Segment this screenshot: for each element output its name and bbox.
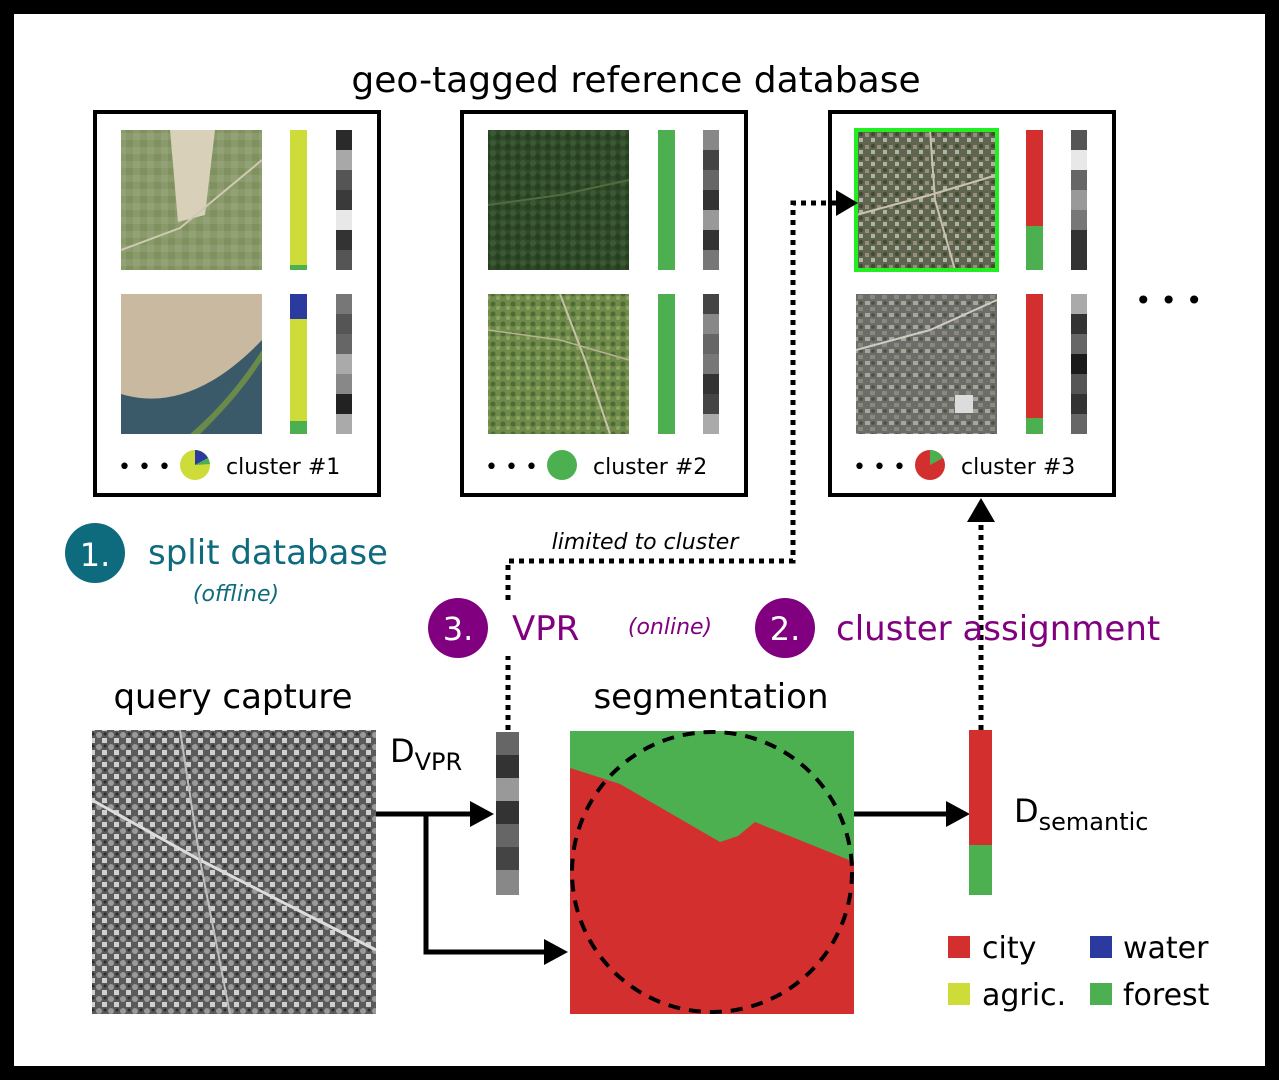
vpr-descriptor (336, 294, 352, 434)
reference-image-city-1-match (854, 128, 999, 272)
cluster-3-label: cluster #3 (961, 455, 1075, 480)
cluster-1-label: cluster #1 (226, 455, 340, 480)
segmentation-circle-mask (570, 730, 854, 1014)
more-items-dots: • • • (118, 455, 171, 480)
d-vpr-label: DVPR (390, 732, 462, 776)
match-highlight-frame (854, 128, 999, 272)
semantic-bar (1026, 130, 1043, 270)
step-3-vpr: 3. VPR (online) (428, 598, 712, 658)
reference-image-agric-2 (121, 294, 262, 434)
step-3-label: VPR (512, 609, 579, 649)
legend-forest-label: forest (1123, 978, 1210, 1013)
cluster-panel-1: • • • cluster #1 (93, 110, 381, 497)
semantic-bar (290, 294, 307, 434)
semantic-bar (1026, 294, 1043, 434)
vpr-descriptor (1071, 130, 1087, 270)
vpr-descriptor (336, 130, 352, 270)
cluster-3-pie-icon (915, 450, 945, 480)
limited-to-cluster-label: limited to cluster (552, 530, 741, 555)
cluster-2-label: cluster #2 (593, 455, 707, 480)
cluster-2-pie-icon (547, 450, 577, 480)
vpr-label-backdrop (488, 600, 524, 656)
d-vpr-subscript: VPR (415, 748, 463, 776)
legend-water-label: water (1123, 931, 1209, 966)
query-image (91, 729, 377, 1015)
step-3-badge (428, 598, 488, 658)
step-3-note: (online) (628, 615, 712, 640)
reference-image-city-2 (855, 294, 998, 434)
vpr-descriptor (703, 294, 719, 434)
step-2-label: cluster assignment (836, 609, 1160, 649)
d-vpr-main: D (390, 732, 415, 770)
d-semantic-main: D (1014, 792, 1039, 830)
step-2-cluster-assignment: 2. cluster assignment (755, 598, 1160, 658)
step-1-note: (offline) (193, 582, 279, 607)
d-semantic-label: Dsemantic (1014, 792, 1148, 836)
step-1-badge (65, 523, 125, 583)
semantic-bar (290, 130, 307, 270)
segmentation-map (570, 730, 854, 1014)
more-items-dots: • • • (485, 455, 538, 480)
legend-city-swatch (948, 936, 970, 958)
database-title: geo-tagged reference database (351, 60, 920, 101)
legend-agric-label: agric. (982, 978, 1066, 1013)
semantic-bar (658, 130, 675, 270)
more-clusters-ellipsis: • • • (1135, 284, 1202, 317)
vpr-search-arrowhead (836, 190, 858, 216)
step-1-split-database: 1. split database (offline) (65, 523, 388, 607)
query-vpr-descriptor (496, 732, 519, 895)
query-capture-label: query capture (113, 677, 352, 717)
d-semantic-subscript: semantic (1039, 808, 1149, 836)
cluster-panel-3: • • • cluster #3 (828, 110, 1116, 497)
step-3-number: 3. (443, 610, 474, 648)
legend-city-label: city (982, 931, 1036, 966)
more-items-dots: • • • (853, 455, 906, 480)
semantic-bar (658, 294, 675, 434)
legend-water-swatch (1090, 936, 1112, 958)
step-2-badge (755, 598, 815, 658)
legend-agric-swatch (948, 983, 970, 1005)
query-semantic-descriptor (969, 730, 992, 895)
segmentation-to-semantic-arrow (854, 801, 970, 827)
legend-forest-swatch (1090, 983, 1112, 1005)
cluster-assignment-arrowhead (967, 498, 995, 522)
reference-image-agric-1 (120, 130, 263, 270)
reference-image-forest-1 (487, 130, 630, 270)
segmentation-label: segmentation (593, 677, 828, 717)
query-to-segmentation-arrow (423, 814, 568, 965)
legend: city water agric. forest (948, 931, 1210, 1013)
cluster-1-pie-icon (180, 450, 210, 480)
cluster-panel-2: • • • cluster #2 (460, 110, 748, 497)
step-2-number: 2. (770, 610, 801, 648)
vpr-descriptor (1071, 294, 1087, 434)
step-1-number: 1. (80, 536, 111, 574)
reference-image-forest-2 (487, 293, 630, 435)
step-1-label: split database (148, 533, 388, 573)
vpr-descriptor (703, 130, 719, 270)
